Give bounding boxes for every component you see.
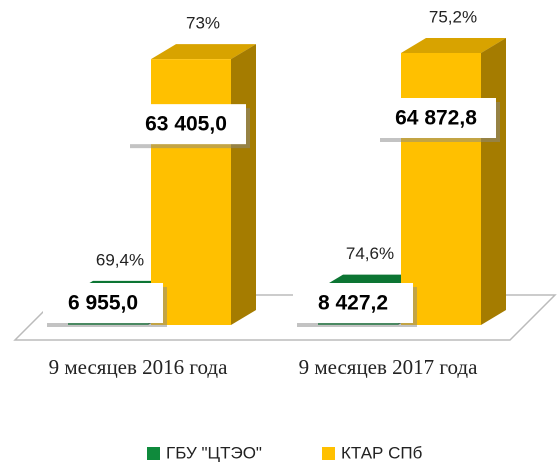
- value-label: 8 427,2: [318, 292, 388, 315]
- legend-swatch: [147, 447, 160, 460]
- value-label: 64 872,8: [395, 107, 477, 130]
- annotation: 75,2%: [429, 7, 477, 26]
- legend-label: ГБУ "ЦТЭО": [166, 443, 262, 462]
- bar-side: [231, 44, 256, 325]
- bar: [401, 38, 506, 325]
- annotation: 74,6%: [346, 244, 394, 263]
- bar-top: [151, 44, 256, 60]
- x-tick-label: 9 месяцев 2017 года: [298, 355, 478, 379]
- value-label-box: [43, 283, 163, 323]
- bar-side: [481, 38, 506, 325]
- value-label-box: [376, 98, 496, 138]
- annotation: 69,4%: [96, 250, 144, 269]
- legend-swatch: [322, 447, 335, 460]
- bar-front: [151, 59, 231, 325]
- x-tick-label: 9 месяцев 2016 года: [48, 355, 228, 379]
- annotation: 73%: [186, 14, 220, 33]
- value-label: 6 955,0: [68, 292, 138, 315]
- value-label-box: [126, 104, 246, 145]
- value-label: 63 405,0: [145, 113, 227, 136]
- bar: [151, 44, 256, 325]
- legend-label: КТАР СПб: [341, 443, 423, 462]
- bar-top: [401, 38, 506, 53]
- value-label-box: [293, 283, 413, 323]
